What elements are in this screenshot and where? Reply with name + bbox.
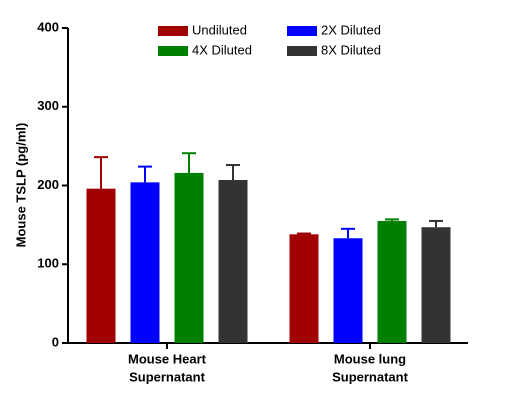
legend-swatch	[287, 26, 317, 36]
x-tick-label: Supernatant	[129, 369, 206, 384]
legend-swatch	[158, 46, 188, 56]
y-tick-label: 0	[52, 334, 59, 349]
legend-label: 2X Diluted	[321, 22, 381, 37]
bar	[218, 179, 248, 343]
bar	[130, 182, 160, 343]
legend-label: 4X Diluted	[192, 42, 252, 57]
y-tick-label: 300	[37, 98, 59, 113]
bar	[421, 227, 451, 343]
legend-swatch	[287, 46, 317, 56]
legend-swatch	[158, 26, 188, 36]
y-tick-label: 200	[37, 177, 59, 192]
x-tick-label: Mouse Heart	[128, 351, 207, 366]
y-axis-label: Mouse TSLP (pg/ml)	[13, 123, 28, 248]
y-tick-label: 400	[37, 19, 59, 34]
bar	[174, 172, 204, 343]
legend-label: 8X Diluted	[321, 42, 381, 57]
bar	[377, 220, 407, 343]
x-tick-label: Supernatant	[332, 369, 409, 384]
bar	[333, 238, 363, 343]
legend-label: Undiluted	[192, 22, 247, 37]
y-tick-label: 100	[37, 256, 59, 271]
x-tick-label: Mouse lung	[334, 351, 406, 366]
bar	[289, 234, 319, 343]
bar	[86, 188, 116, 343]
